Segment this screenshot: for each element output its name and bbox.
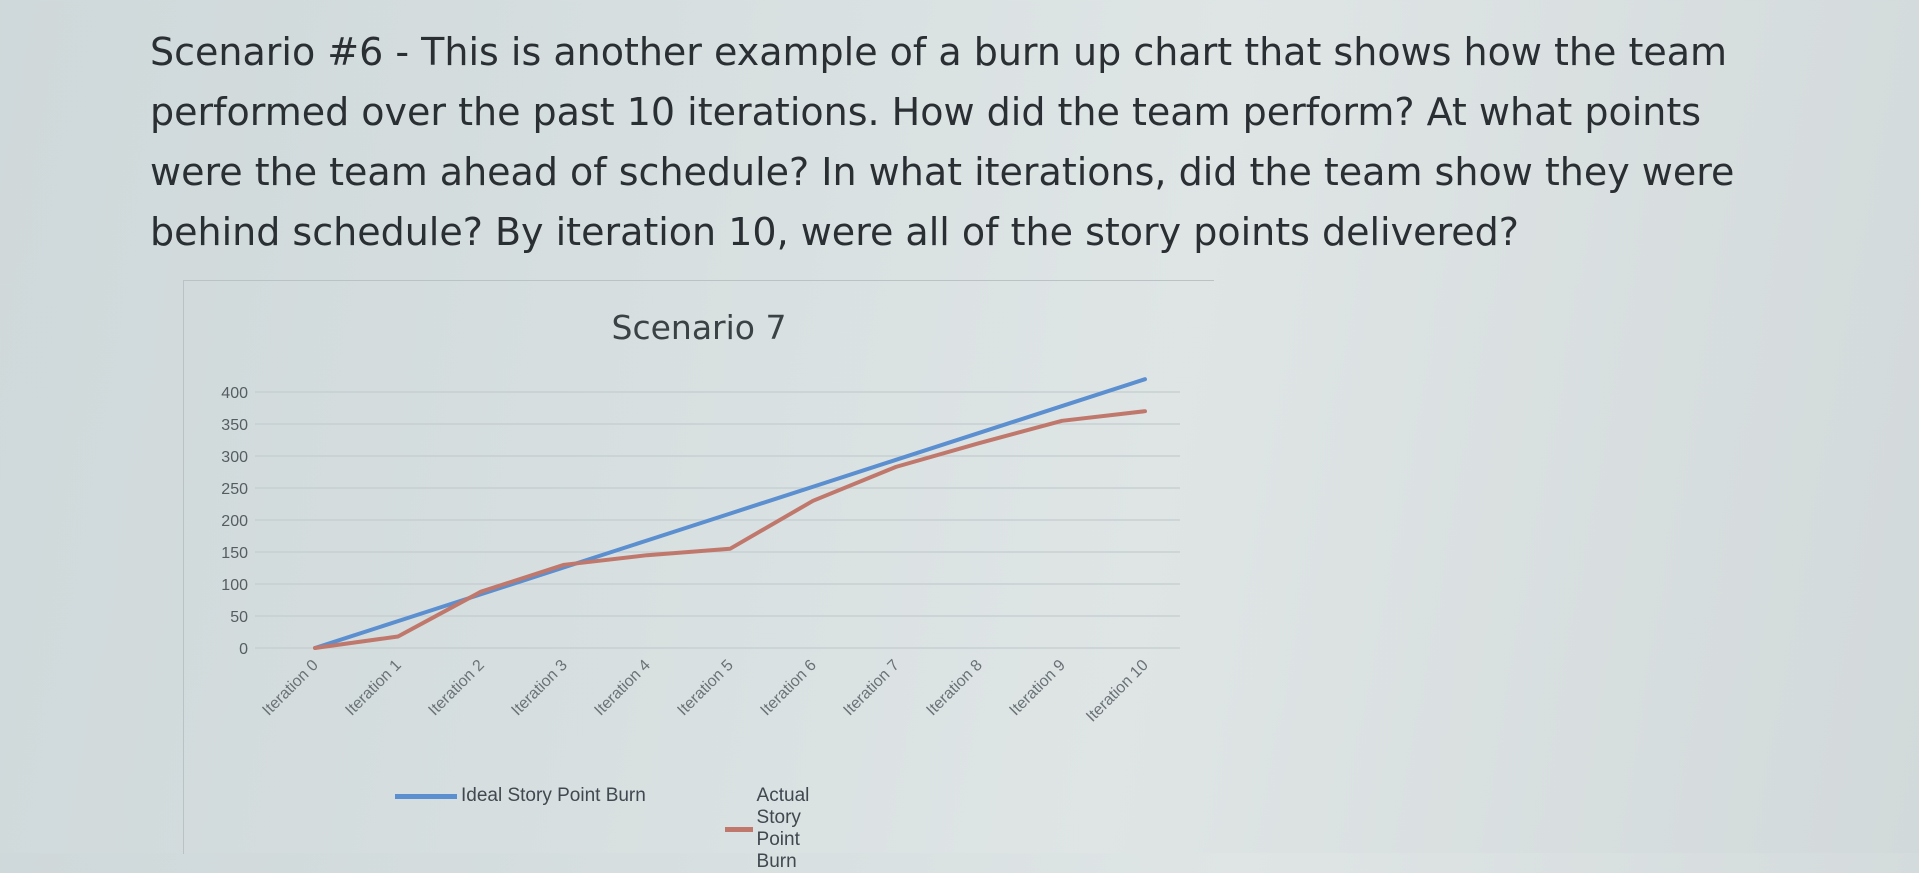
x-tick-label-2: Iteration 2 bbox=[425, 657, 487, 719]
x-tick-label-10: Iteration 10 bbox=[1083, 657, 1152, 726]
y-tick-label-350: 350 bbox=[221, 417, 248, 434]
x-tick-label-4: Iteration 4 bbox=[591, 657, 653, 719]
legend-swatch-actual bbox=[725, 826, 753, 832]
question-text: Scenario #6 - This is another example of… bbox=[150, 30, 1735, 254]
y-tick-label-400: 400 bbox=[221, 385, 248, 402]
x-tick-label-0: Iteration 0 bbox=[259, 657, 321, 719]
series-line-ideal bbox=[313, 377, 1147, 650]
legend-swatch-ideal bbox=[395, 793, 457, 799]
y-tick-label-100: 100 bbox=[221, 577, 248, 594]
legend-label-actual: Actual Story Point Burn bbox=[756, 785, 810, 872]
legend-item-ideal: Ideal Story Point Burn bbox=[395, 785, 646, 807]
x-tick-label-5: Iteration 5 bbox=[674, 657, 736, 719]
chart-title: Scenario 7 bbox=[611, 308, 787, 347]
series-line-actual bbox=[313, 409, 1147, 650]
x-tick-label-6: Iteration 6 bbox=[757, 657, 819, 719]
y-tick-label-50: 50 bbox=[230, 609, 248, 626]
y-tick-label-200: 200 bbox=[221, 513, 248, 530]
chart-frame: Scenario 7 bbox=[183, 280, 1214, 854]
y-tick-label-300: 300 bbox=[221, 449, 248, 466]
x-tick-label-7: Iteration 7 bbox=[840, 657, 902, 719]
y-tick-label-150: 150 bbox=[221, 545, 248, 562]
chart-legend: Ideal Story Point Burn Actual Story Poin… bbox=[205, 785, 809, 872]
legend-label-ideal: Ideal Story Point Burn bbox=[461, 785, 646, 806]
x-tick-label-3: Iteration 3 bbox=[508, 657, 570, 719]
y-tick-label-0: 0 bbox=[239, 641, 248, 658]
x-tick-label-8: Iteration 8 bbox=[923, 657, 985, 719]
x-tick-label-9: Iteration 9 bbox=[1006, 657, 1068, 719]
burn-up-chart: 0 50 100 150 200 250 300 350 400 Iteration 0 Itera… bbox=[221, 377, 1180, 726]
y-tick-label-250: 250 bbox=[221, 481, 248, 498]
legend-item-actual: Actual Story Point Burn bbox=[725, 785, 844, 873]
x-tick-label-1: Iteration 1 bbox=[342, 657, 404, 719]
